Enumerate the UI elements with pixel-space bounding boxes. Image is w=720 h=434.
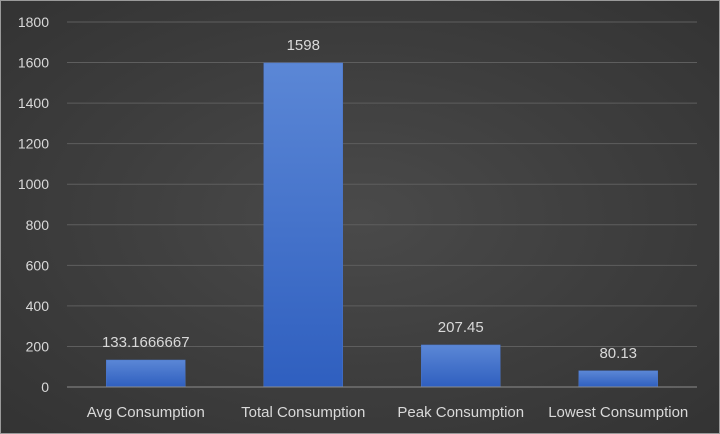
y-tick-label: 1600 [18, 55, 49, 71]
bar [578, 370, 658, 388]
y-tick-label: 800 [26, 217, 50, 233]
gridlines [67, 21, 697, 347]
data-label: 133.1666667 [102, 334, 190, 351]
data-labels: 133.1666667 1598 207.45 80.13 [102, 37, 637, 362]
category-label: Lowest Consumption [548, 404, 688, 421]
y-tick-label: 1800 [18, 14, 49, 30]
category-label: Peak Consumption [397, 404, 524, 421]
category-labels: Avg Consumption Total Consumption Peak Con… [87, 404, 689, 421]
y-tick-label: 1200 [18, 136, 49, 152]
y-axis-ticks: 0 200 400 600 800 1000 1200 1400 1600 1800 [18, 14, 49, 395]
bar [421, 344, 501, 388]
bar [263, 62, 343, 388]
bar [106, 359, 186, 388]
data-label: 80.13 [599, 345, 637, 362]
y-tick-label: 1000 [18, 176, 49, 192]
y-tick-label: 600 [26, 257, 50, 273]
category-label: Total Consumption [241, 404, 365, 421]
y-tick-label: 0 [41, 379, 49, 395]
y-tick-label: 1400 [18, 95, 49, 111]
data-label: 207.45 [438, 319, 484, 336]
data-label: 1598 [287, 37, 320, 54]
y-tick-label: 400 [26, 298, 50, 314]
category-label: Avg Consumption [87, 404, 205, 421]
y-tick-label: 200 [26, 338, 50, 354]
bars [106, 62, 658, 388]
